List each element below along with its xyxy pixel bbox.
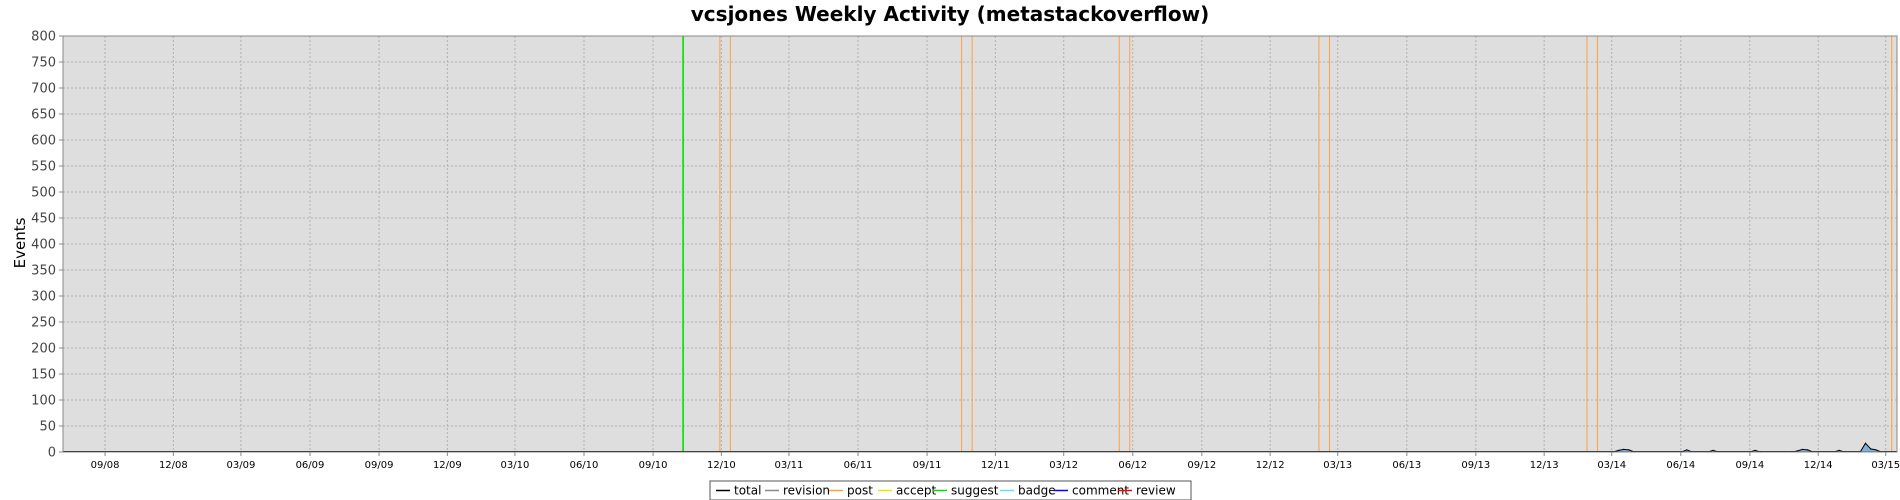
x-tick-label: 03/10	[501, 460, 530, 471]
data-point	[1801, 448, 1803, 450]
y-tick-label: 550	[31, 160, 56, 175]
x-tick-label: 12/13	[1530, 460, 1559, 471]
data-point	[1838, 449, 1840, 451]
y-tick-label: 500	[31, 186, 56, 201]
x-tick-label: 03/14	[1597, 460, 1626, 471]
event-markers	[682, 36, 1893, 452]
x-tick-label: 09/08	[91, 460, 120, 471]
data-point	[1623, 448, 1625, 450]
x-tick-label: 03/09	[227, 460, 256, 471]
data-point	[1796, 450, 1798, 452]
data-point	[1875, 449, 1877, 451]
x-tick-label: 09/11	[913, 460, 942, 471]
y-tick-label: 450	[31, 212, 56, 227]
x-tick-label: 03/15	[1871, 460, 1900, 471]
data-point	[1628, 449, 1630, 451]
x-tick-label: 06/13	[1392, 460, 1421, 471]
x-tick-label: 03/12	[1049, 460, 1078, 471]
x-tick-label: 03/13	[1323, 460, 1352, 471]
legend-label: total	[734, 484, 761, 498]
x-axis-ticks: 09/08 12/08 03/09 06/09 09/09 12/09 03/10 06/10…	[91, 452, 1900, 471]
legend-label: suggest	[951, 484, 999, 498]
x-tick-label: 09/09	[365, 460, 394, 471]
chart-title: vcsjones Weekly Activity (metastackoverf…	[691, 2, 1209, 26]
x-tick-label: 03/11	[775, 460, 804, 471]
x-tick-label: 12/11	[981, 460, 1010, 471]
y-tick-label: 650	[31, 108, 56, 123]
y-tick-label: 400	[31, 238, 56, 253]
x-tick-label: 06/11	[844, 460, 873, 471]
data-point	[1617, 449, 1620, 451]
x-tick-label: 09/13	[1461, 460, 1490, 471]
y-tick-label: 750	[31, 56, 56, 71]
y-tick-label: 600	[31, 134, 56, 149]
x-tick-label: 12/09	[433, 460, 462, 471]
y-axis-ticks: 0 50 100 150 200 250 300 350 400 450 500 550 600 650 7…	[31, 30, 63, 461]
x-tick-label: 06/12	[1118, 460, 1147, 471]
y-tick-label: 0	[48, 446, 56, 461]
data-point	[1712, 449, 1714, 451]
legend-label: accept	[896, 484, 937, 498]
legend-label: review	[1136, 484, 1176, 498]
y-tick-label: 250	[31, 316, 56, 331]
x-tick-label: 12/14	[1804, 460, 1833, 471]
data-point	[1870, 448, 1872, 450]
y-tick-label: 200	[31, 342, 56, 357]
y-tick-label: 300	[31, 290, 56, 305]
x-tick-label: 09/12	[1187, 460, 1216, 471]
data-point	[1754, 449, 1756, 451]
data-point	[1686, 449, 1688, 451]
y-tick-label: 150	[31, 368, 56, 383]
y-tick-label: 50	[39, 420, 56, 435]
y-axis-label: Events	[11, 217, 29, 268]
data-point	[1864, 442, 1867, 444]
x-tick-label: 09/10	[639, 460, 668, 471]
legend-label: revision	[783, 484, 830, 498]
grid-lines	[63, 35, 1897, 452]
legend-label: post	[847, 484, 873, 498]
x-tick-label: 06/14	[1666, 460, 1695, 471]
x-tick-label: 06/10	[570, 460, 599, 471]
y-tick-label: 700	[31, 82, 56, 97]
y-tick-label: 350	[31, 264, 56, 279]
y-tick-label: 800	[31, 30, 56, 45]
legend-label: comment	[1072, 484, 1129, 498]
data-point	[1807, 449, 1809, 451]
x-tick-label: 06/09	[296, 460, 325, 471]
x-tick-label: 12/12	[1256, 460, 1285, 471]
legend: total revision post accept suggest badge comme…	[709, 480, 1192, 500]
legend-box	[709, 480, 1192, 500]
y-tick-label: 100	[31, 394, 56, 409]
x-tick-label: 09/14	[1735, 460, 1764, 471]
x-tick-label: 12/08	[159, 460, 188, 471]
legend-label: badge	[1018, 484, 1056, 498]
x-tick-label: 12/10	[707, 460, 736, 471]
